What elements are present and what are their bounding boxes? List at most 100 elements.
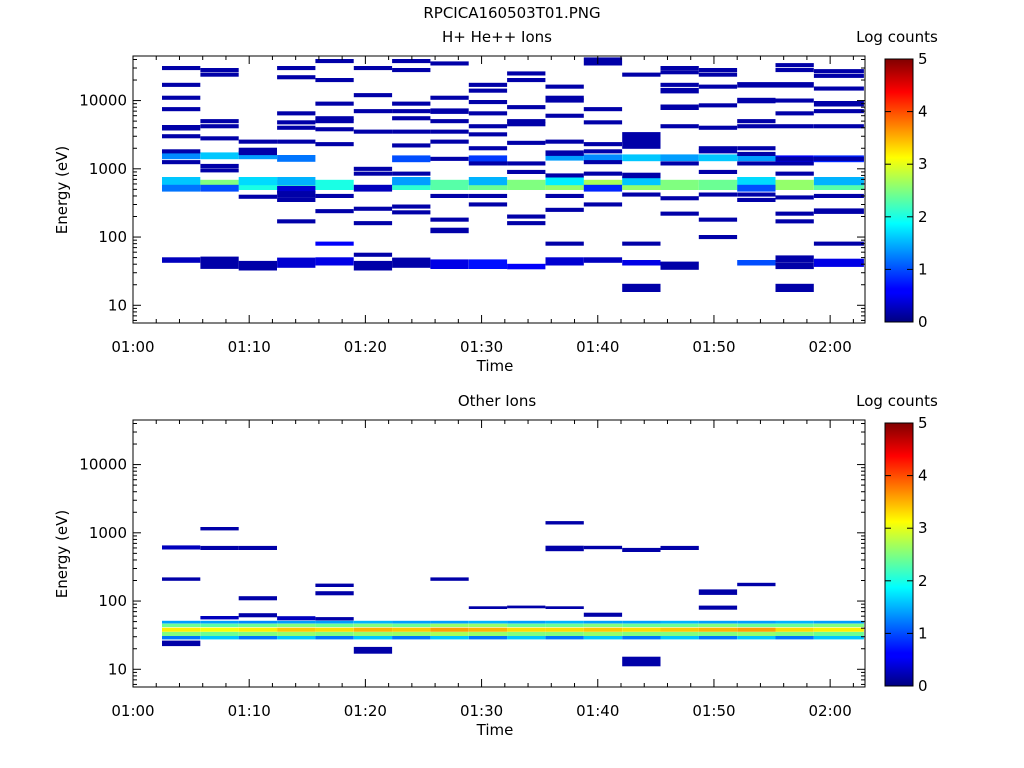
heatmap-cell bbox=[660, 545, 699, 550]
heatmap-cell bbox=[200, 184, 239, 192]
heatmap-cell bbox=[545, 113, 584, 118]
heatmap-cell bbox=[545, 606, 584, 609]
y-axis-label: Energy (eV) bbox=[53, 510, 71, 598]
heatmap-cell bbox=[162, 631, 201, 636]
heatmap-cell bbox=[622, 656, 661, 667]
heatmap-cell bbox=[162, 134, 201, 139]
axis-ticks: 01:00 01:10 01:20 01:30 01:40 01:50 02:00 10 100… bbox=[79, 56, 865, 356]
heatmap-cell bbox=[622, 547, 661, 552]
x-axis-label: Time bbox=[476, 721, 514, 739]
heatmap-cell bbox=[392, 68, 431, 73]
heatmap-cell bbox=[583, 57, 623, 62]
panel-h-he-ions: H+ He++ Ions Log counts Time Energy (eV)… bbox=[53, 28, 938, 375]
y-tick-label: 100 bbox=[98, 592, 127, 610]
heatmap-cell bbox=[315, 59, 354, 64]
heatmap-cell bbox=[468, 155, 508, 163]
heatmap-cell bbox=[353, 636, 393, 640]
heatmap-cell bbox=[545, 207, 584, 212]
x-tick-label: 02:00 bbox=[809, 702, 852, 720]
heatmap-cells bbox=[162, 521, 864, 667]
heatmap-cell bbox=[660, 211, 699, 216]
heatmap-cell bbox=[430, 193, 469, 198]
x-tick-label: 01:00 bbox=[111, 702, 154, 720]
heatmap-cell bbox=[622, 631, 661, 636]
heatmap-cell bbox=[775, 179, 814, 190]
heatmap-cell bbox=[737, 627, 776, 632]
heatmap-cell bbox=[813, 156, 864, 161]
x-tick-label: 01:20 bbox=[344, 702, 387, 720]
heatmap-cell bbox=[392, 627, 431, 632]
heatmap-cell bbox=[315, 142, 354, 147]
heatmap-cell bbox=[353, 109, 393, 114]
heatmap-cell bbox=[775, 161, 814, 166]
heatmap-cell bbox=[775, 124, 814, 129]
colorbar-tick-label: 5 bbox=[918, 414, 928, 432]
heatmap-cell bbox=[392, 171, 431, 176]
heatmap-cell bbox=[813, 86, 864, 91]
heatmap-cell bbox=[162, 623, 201, 628]
heatmap-cell bbox=[545, 173, 584, 178]
heatmap-cell bbox=[660, 104, 699, 110]
y-tick-label: 10000 bbox=[79, 456, 127, 474]
heatmap-cell bbox=[583, 142, 623, 147]
heatmap-cell bbox=[622, 72, 661, 77]
heatmap-cell bbox=[583, 620, 623, 624]
heatmap-cell bbox=[315, 179, 354, 190]
heatmap-cell bbox=[775, 82, 814, 88]
heatmap-cell bbox=[200, 623, 239, 628]
heatmap-cell bbox=[698, 636, 738, 640]
x-tick-label: 01:40 bbox=[576, 338, 619, 356]
heatmap-cell bbox=[238, 260, 277, 271]
heatmap-cell bbox=[277, 197, 316, 202]
heatmap-cell bbox=[162, 160, 201, 165]
heatmap-cell bbox=[277, 75, 316, 80]
heatmap-cell bbox=[200, 68, 239, 73]
x-tick-label: 02:00 bbox=[809, 338, 852, 356]
panel-other-ions: Other Ions Log counts Time Energy (eV) 0… bbox=[53, 392, 938, 739]
heatmap-cell bbox=[392, 631, 431, 636]
x-tick-label: 01:40 bbox=[576, 702, 619, 720]
heatmap-cell bbox=[813, 636, 864, 640]
heatmap-cell bbox=[737, 582, 776, 587]
heatmap-cell bbox=[737, 151, 776, 156]
colorbar-ticks: 0 1 2 3 4 5 bbox=[885, 50, 928, 331]
heatmap-cell bbox=[775, 283, 814, 292]
heatmap-cell bbox=[238, 627, 277, 632]
heatmap-cell bbox=[392, 59, 431, 64]
heatmap-cell bbox=[545, 150, 584, 156]
colorbar bbox=[884, 58, 914, 323]
heatmap-cell bbox=[200, 72, 239, 77]
heatmap-cell bbox=[468, 82, 508, 87]
heatmap-cell bbox=[813, 623, 864, 628]
y-axis-label: Energy (eV) bbox=[53, 146, 71, 234]
heatmap-cell bbox=[545, 257, 584, 266]
heatmap-cell bbox=[583, 120, 623, 125]
heatmap-cell bbox=[660, 154, 699, 162]
heatmap-cell bbox=[583, 154, 623, 162]
heatmap-cell bbox=[737, 192, 776, 197]
heatmap-cell bbox=[737, 146, 776, 151]
heatmap-cell bbox=[238, 152, 277, 160]
heatmap-cell bbox=[430, 577, 469, 581]
heatmap-cell bbox=[200, 627, 239, 632]
heatmap-cell bbox=[660, 196, 699, 201]
y-tick-label: 10000 bbox=[79, 92, 127, 110]
heatmap-cell bbox=[545, 627, 584, 632]
heatmap-cell bbox=[392, 257, 431, 268]
heatmap-cell bbox=[162, 636, 201, 640]
heatmap-cell bbox=[277, 636, 316, 640]
heatmap-cell bbox=[277, 111, 316, 116]
heatmap-cell bbox=[430, 179, 469, 190]
heatmap-cell bbox=[737, 631, 776, 636]
heatmap-cell bbox=[238, 139, 277, 144]
heatmap-cell bbox=[468, 259, 508, 269]
heatmap-cell bbox=[583, 623, 623, 628]
heatmap-cell bbox=[430, 217, 469, 222]
colorbar-tick-label: 1 bbox=[918, 624, 928, 642]
heatmap-cell bbox=[353, 623, 393, 628]
heatmap-cell bbox=[277, 219, 316, 224]
heatmap-cell bbox=[737, 177, 776, 186]
heatmap-cells bbox=[162, 57, 864, 292]
heatmap-cell bbox=[737, 197, 776, 202]
